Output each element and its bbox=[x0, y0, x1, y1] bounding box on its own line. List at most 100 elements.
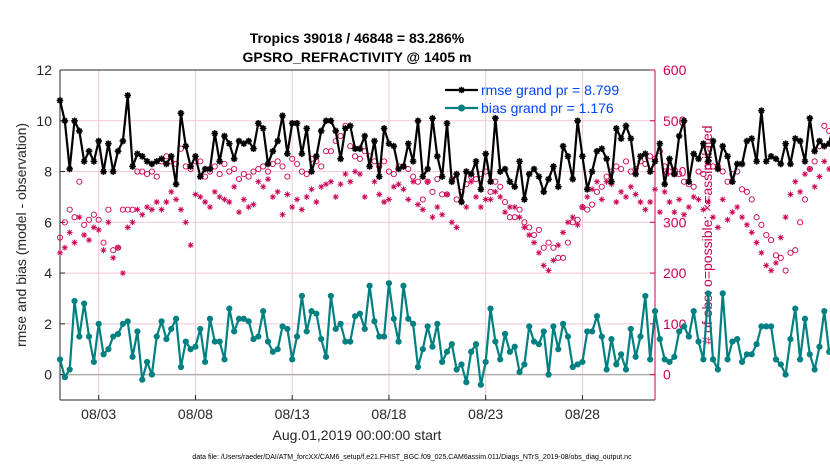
obs-possible-point bbox=[76, 178, 83, 185]
bias-point bbox=[690, 308, 697, 315]
rmse-point bbox=[487, 178, 494, 185]
bias-point bbox=[448, 341, 455, 348]
obs-possible-point bbox=[540, 244, 547, 251]
x-tick-label: 08/03 bbox=[81, 406, 116, 422]
obs-possible-point bbox=[584, 206, 591, 213]
bias-point bbox=[429, 343, 436, 350]
obs-possible-point bbox=[758, 221, 765, 228]
rmse-point bbox=[714, 165, 722, 173]
obs-assimilated-point bbox=[337, 181, 344, 188]
bias-point bbox=[308, 308, 315, 315]
bias-point bbox=[671, 353, 678, 360]
obs-assimilated-point-glyph bbox=[197, 193, 204, 200]
rmse-point-glyph bbox=[153, 158, 161, 165]
rmse-point-glyph bbox=[148, 160, 156, 168]
obs-assimilated-point-glyph bbox=[250, 201, 257, 208]
bias-point bbox=[506, 348, 513, 355]
bias-point bbox=[540, 328, 547, 335]
obs-assimilated-point-glyph bbox=[235, 209, 242, 216]
rmse-point bbox=[221, 132, 228, 140]
obs-assimilated-point bbox=[390, 183, 397, 190]
obs-assimilated-point-glyph bbox=[627, 183, 634, 190]
obs-possible-point bbox=[56, 234, 64, 241]
obs-assimilated-point bbox=[274, 188, 281, 195]
obs-assimilated-point-glyph bbox=[739, 214, 746, 221]
obs-assimilated-point-glyph bbox=[661, 188, 668, 195]
rmse-point-glyph bbox=[288, 120, 296, 127]
bias-point bbox=[134, 328, 141, 335]
obs-assimilated-point-glyph bbox=[545, 267, 552, 274]
bias-point bbox=[245, 318, 252, 325]
obs-assimilated-point-glyph bbox=[695, 196, 702, 203]
bias-point bbox=[90, 358, 97, 366]
rmse-point bbox=[192, 153, 199, 160]
rmse-point-glyph bbox=[642, 150, 649, 158]
obs-possible-point bbox=[453, 196, 460, 203]
bias-point bbox=[81, 300, 88, 307]
obs-assimilated-point-glyph bbox=[642, 206, 649, 213]
bias-point bbox=[95, 320, 102, 327]
rmse-point-glyph bbox=[172, 180, 180, 188]
rmse-point bbox=[390, 142, 398, 150]
obs-assimilated-point bbox=[482, 196, 489, 203]
rmse-point bbox=[472, 158, 480, 165]
bias-point bbox=[395, 338, 402, 345]
bias-point bbox=[303, 328, 310, 335]
obs-assimilated-point bbox=[729, 209, 736, 216]
obs-possible-point bbox=[768, 237, 775, 244]
rmse-point-glyph bbox=[303, 125, 311, 132]
rmse-point-glyph bbox=[796, 137, 804, 145]
obs-assimilated-point-glyph bbox=[564, 219, 571, 226]
obs-assimilated-point-glyph bbox=[57, 249, 63, 256]
rmse-point-glyph bbox=[371, 137, 378, 145]
obs-assimilated-point bbox=[303, 193, 310, 200]
obs-assimilated-point bbox=[516, 214, 523, 221]
obs-possible-point bbox=[250, 168, 257, 175]
obs-possible-point bbox=[516, 206, 523, 213]
rmse-point bbox=[598, 145, 606, 152]
rmse-point-glyph bbox=[782, 140, 789, 147]
rmse-point bbox=[61, 117, 69, 125]
rmse-point bbox=[743, 137, 751, 145]
bias-point bbox=[110, 333, 117, 340]
bias-point bbox=[250, 335, 257, 343]
bias-point bbox=[313, 310, 320, 317]
rmse-point bbox=[772, 155, 780, 163]
obs-assimilated-point-glyph bbox=[255, 178, 262, 185]
rmse-point bbox=[608, 178, 615, 185]
obs-assimilated-point bbox=[647, 199, 654, 205]
obs-assimilated-point-glyph bbox=[506, 204, 513, 211]
rmse-point bbox=[395, 165, 402, 173]
bias-line bbox=[58, 282, 830, 386]
obs-assimilated-point-glyph bbox=[826, 166, 830, 172]
obs-assimilated-point-glyph bbox=[729, 209, 736, 216]
rmse-point bbox=[322, 117, 330, 125]
obs-assimilated-point-glyph bbox=[758, 249, 765, 256]
obs-possible-point bbox=[245, 173, 252, 180]
rmse-point bbox=[385, 140, 393, 147]
obs-assimilated-point-glyph bbox=[148, 206, 155, 213]
bias-point bbox=[661, 356, 668, 363]
obs-assimilated-point bbox=[777, 234, 784, 241]
bias-point bbox=[400, 282, 407, 289]
obs-possible-point bbox=[144, 171, 151, 178]
rmse-point bbox=[332, 127, 340, 135]
rmse-point-glyph bbox=[603, 155, 610, 163]
obs-assimilated-point-glyph bbox=[724, 216, 731, 223]
rmse-point bbox=[158, 155, 165, 163]
rmse-point-glyph bbox=[404, 140, 412, 147]
rmse-point-glyph bbox=[409, 158, 417, 165]
rmse-point bbox=[637, 153, 644, 160]
obs-assimilated-point bbox=[206, 204, 213, 211]
rmse-point bbox=[90, 158, 98, 165]
obs-assimilated-point bbox=[163, 199, 170, 205]
y2-tick-label: 0 bbox=[663, 367, 671, 383]
obs-assimilated-point-glyph bbox=[71, 239, 78, 246]
obs-possible-point bbox=[811, 158, 818, 165]
obs-assimilated-point-glyph bbox=[269, 193, 276, 200]
obs-assimilated-point bbox=[753, 239, 760, 246]
rmse-point-glyph bbox=[327, 117, 335, 125]
obs-assimilated-point-glyph bbox=[482, 196, 489, 203]
obs-assimilated-point-glyph bbox=[390, 183, 397, 190]
bias-point bbox=[651, 308, 659, 315]
